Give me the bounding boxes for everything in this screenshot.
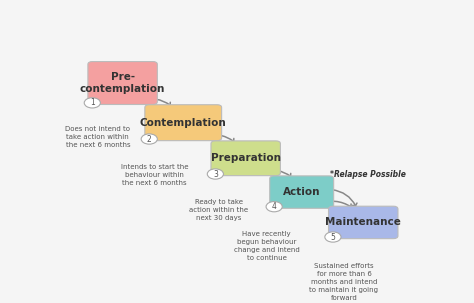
Text: Contemplation: Contemplation — [140, 118, 227, 128]
FancyBboxPatch shape — [145, 105, 222, 141]
Text: 1: 1 — [90, 98, 95, 107]
Circle shape — [141, 134, 157, 144]
Text: Action: Action — [283, 187, 320, 197]
Text: Sustained efforts
for more than 6
months and intend
to maintain it going
forward: Sustained efforts for more than 6 months… — [310, 263, 378, 301]
Text: Preparation: Preparation — [210, 153, 281, 163]
FancyBboxPatch shape — [328, 206, 398, 239]
Circle shape — [207, 169, 223, 179]
Text: *Relapse Possible: *Relapse Possible — [330, 169, 406, 178]
Text: Ready to take
action within the
next 30 days: Ready to take action within the next 30 … — [190, 198, 248, 221]
FancyBboxPatch shape — [270, 176, 334, 208]
Text: Does not intend to
take action within
the next 6 months: Does not intend to take action within th… — [65, 126, 130, 148]
Text: 3: 3 — [213, 169, 218, 178]
Text: 2: 2 — [147, 135, 152, 144]
Text: Intends to start the
behaviour within
the next 6 months: Intends to start the behaviour within th… — [121, 164, 189, 185]
Circle shape — [84, 98, 100, 108]
Text: 5: 5 — [330, 232, 336, 241]
FancyBboxPatch shape — [211, 141, 281, 176]
Circle shape — [266, 201, 282, 212]
Text: Pre-
contemplation: Pre- contemplation — [80, 72, 165, 94]
Text: 4: 4 — [272, 202, 277, 211]
Text: Maintenance: Maintenance — [325, 218, 401, 228]
Circle shape — [325, 232, 341, 242]
FancyBboxPatch shape — [88, 62, 157, 105]
Text: Have recently
begun behaviour
change and intend
to continue: Have recently begun behaviour change and… — [234, 231, 300, 261]
